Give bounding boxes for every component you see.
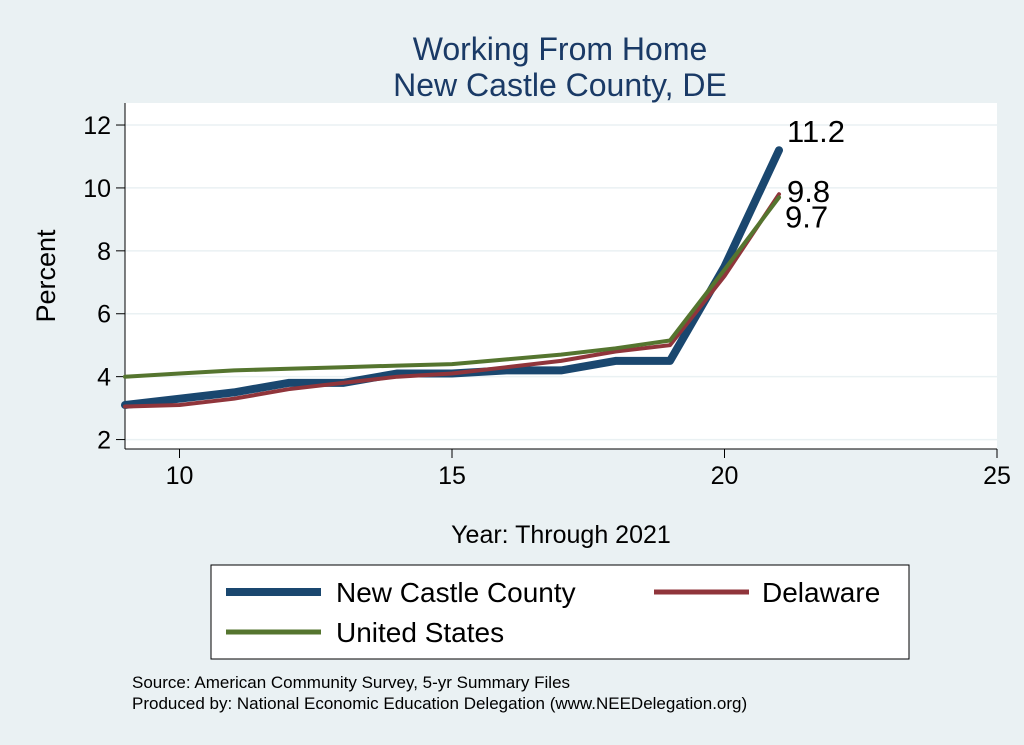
y-tick-label: 6	[97, 301, 111, 329]
x-axis-label: Year: Through 2021	[451, 521, 671, 549]
y-tick-label: 12	[83, 112, 111, 140]
data-label: 9.7	[785, 199, 828, 234]
x-axis-ticks: 10 15 20 25	[166, 449, 1011, 490]
data-label: 11.2	[787, 114, 845, 149]
x-tick-label: 25	[983, 462, 1011, 490]
chart-subtitle: New Castle County, DE	[393, 67, 727, 103]
plot-area	[125, 103, 997, 449]
source-note: Source: American Community Survey, 5-yr …	[132, 673, 570, 692]
legend-label: United States	[336, 617, 504, 648]
y-tick-label: 4	[97, 364, 111, 392]
x-tick-label: 20	[711, 462, 739, 490]
x-tick-label: 10	[166, 462, 194, 490]
end-labels: 11.2 9.89.7	[785, 114, 845, 234]
series-line-delaware	[123, 192, 781, 409]
x-tick-label: 15	[438, 462, 466, 490]
legend-label: Delaware	[762, 577, 880, 608]
y-tick-label: 8	[97, 238, 111, 266]
data-label: 9.8	[787, 174, 830, 209]
y-tick-label: 2	[97, 427, 111, 455]
legend-box	[210, 564, 910, 660]
legend: New Castle County Delaware United States	[226, 577, 880, 648]
y-axis-label: Percent	[31, 229, 61, 323]
y-axis-ticks: 2 4 6 8 10 12	[83, 112, 125, 455]
series-line-united-states	[123, 195, 781, 379]
chart-title: Working From Home	[413, 31, 708, 67]
grid-lines	[125, 124, 997, 441]
series-lines	[121, 146, 783, 409]
y-tick-label: 10	[83, 175, 111, 203]
produced-by-note: Produced by: National Economic Education…	[132, 694, 747, 713]
legend-label: New Castle County	[336, 577, 576, 608]
